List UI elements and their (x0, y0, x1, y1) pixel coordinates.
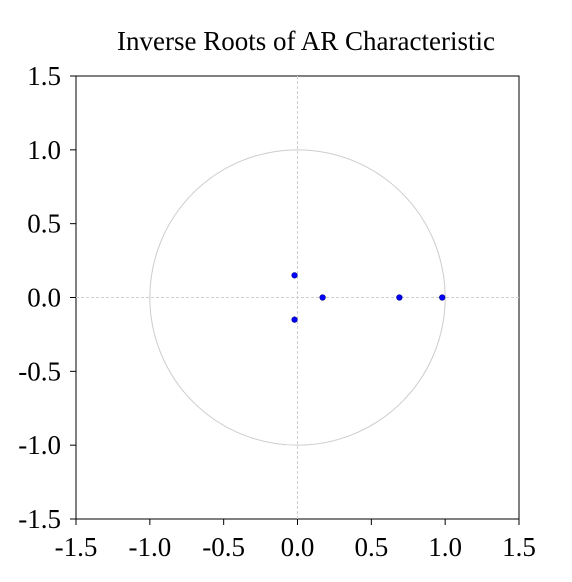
y-tick-label: 1.0 (27, 135, 61, 165)
x-tick-label: 1.0 (428, 532, 462, 562)
x-tick-label: 0.5 (354, 532, 388, 562)
x-tick-label: -1.5 (55, 532, 98, 562)
y-tick-label: -1.5 (18, 504, 61, 534)
y-tick-label: -1.0 (18, 430, 61, 460)
y-tick-label: -0.5 (18, 356, 61, 386)
x-tick-label: 0.0 (281, 532, 315, 562)
root-point (439, 294, 446, 301)
y-tick-label: 0.0 (27, 283, 61, 313)
x-tick-label: -1.0 (128, 532, 171, 562)
y-tick-label: 0.5 (27, 209, 61, 239)
root-point (396, 294, 403, 301)
root-point (291, 272, 298, 279)
root-point (319, 294, 326, 301)
root-point (291, 316, 298, 323)
plot-area: 1.5 1.0 0.5 0.0 -0.5 -1.0 -1.5-1.5 -1.0 -0.5 0.0 0… (18, 61, 536, 562)
x-tick-label: 1.5 (502, 532, 536, 562)
x-tick-label: -0.5 (202, 532, 245, 562)
y-tick-label: 1.5 (27, 61, 61, 91)
chart-title: Inverse Roots of AR Characteristic (117, 26, 495, 56)
